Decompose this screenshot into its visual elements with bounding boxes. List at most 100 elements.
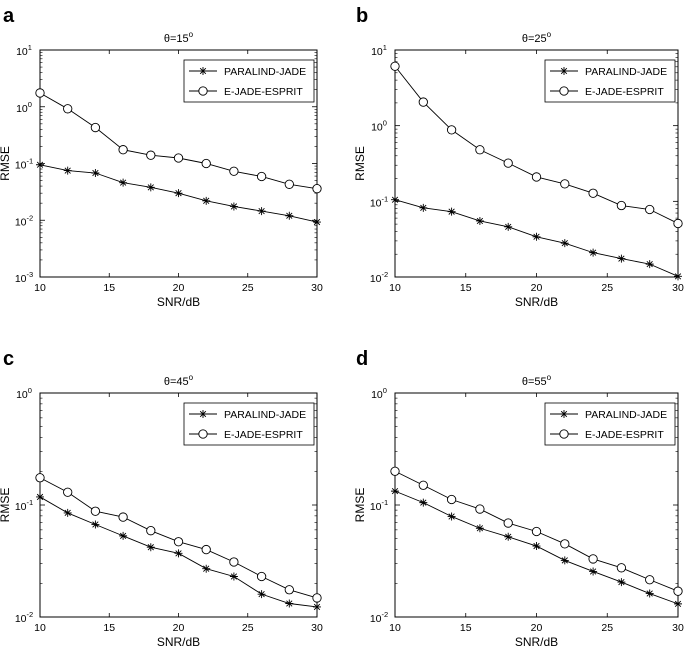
- data-point-c-1-3: [118, 512, 128, 522]
- y-axis-label-d: RMSE: [353, 488, 367, 523]
- legend-label-c-1: E-JADE-ESPRIT: [224, 429, 303, 441]
- data-point-a-0-4: [146, 183, 155, 192]
- data-point-b-0-10: [674, 272, 682, 281]
- data-point-b-1-10: [673, 218, 683, 229]
- data-point-c-0-7: [229, 572, 238, 581]
- y-tick-label-a: 10-2: [15, 213, 33, 228]
- x-tick-label-d-25: 25: [601, 622, 613, 634]
- data-point-c-1-10: [312, 593, 322, 603]
- data-point-a-0-1: [63, 166, 72, 175]
- y-tick-label-c: 100: [16, 386, 32, 401]
- y-tick-label-d: 10-2: [370, 610, 388, 625]
- data-point-c-0-3: [119, 531, 128, 540]
- legend-label-b-1: E-JADE-ESPRIT: [585, 86, 664, 98]
- data-point-c-0-10: [313, 602, 321, 611]
- data-point-d-1-2: [446, 494, 457, 505]
- data-point-c-1-1: [63, 487, 73, 497]
- x-tick-label-c-15: 15: [103, 622, 115, 634]
- legend-marker-a-1: [198, 86, 208, 96]
- data-point-a-0-10: [313, 218, 321, 227]
- legend-marker-c-1: [198, 429, 208, 439]
- panel-letter-d: d: [356, 348, 368, 370]
- data-point-c-0-0: [36, 492, 44, 501]
- data-point-c-0-4: [146, 543, 155, 552]
- panel-c: c θ=45o 10 15 20 25 30 100 10-1 10-2 SNR/dB RMSE PAR…: [0, 348, 323, 649]
- data-point-a-1-10: [312, 184, 322, 194]
- x-tick-label-d-10: 10: [389, 622, 401, 634]
- data-point-c-0-2: [91, 520, 100, 529]
- title-c: θ=45o: [164, 373, 194, 388]
- y-tick-label-b: 101: [371, 43, 387, 58]
- y-tick-label-a: 101: [16, 43, 32, 58]
- data-point-a-1-4: [146, 150, 156, 160]
- panel-letter-b: b: [356, 5, 368, 27]
- data-point-d-1-1: [418, 480, 428, 490]
- y-tick-label-a: 10-3: [15, 270, 33, 285]
- data-point-c-1-5: [173, 537, 184, 547]
- data-point-d-0-3: [475, 524, 484, 533]
- legend-label-b-0: PARALIND-JADE: [585, 66, 667, 78]
- data-point-c-0-1: [63, 508, 72, 517]
- y-tick-label-b: 10-1: [370, 194, 388, 209]
- data-point-a-1-8: [256, 171, 267, 182]
- legend-label-c-0: PARALIND-JADE: [224, 409, 306, 421]
- x-tick-label-d-30: 30: [672, 622, 684, 634]
- data-point-a-0-3: [119, 178, 128, 187]
- x-axis-label-a: SNR/dB: [157, 295, 200, 309]
- data-point-c-0-5: [174, 549, 183, 558]
- y-tick-label-c: 10-2: [15, 610, 33, 625]
- data-point-d-1-4: [503, 518, 513, 528]
- legend-marker-d-1: [559, 429, 569, 439]
- legend-marker-a-0: [199, 67, 207, 75]
- data-point-c-0-8: [257, 590, 266, 599]
- data-point-b-1-9: [645, 204, 655, 215]
- data-point-a-1-1: [63, 104, 73, 114]
- data-point-d-0-5: [532, 542, 541, 551]
- x-tick-label-a-30: 30: [311, 282, 323, 294]
- data-point-a-0-8: [257, 207, 266, 216]
- panel-letter-a: a: [3, 5, 15, 27]
- data-point-d-1-9: [645, 575, 655, 585]
- data-point-b-0-5: [532, 232, 541, 241]
- data-point-c-1-6: [201, 544, 211, 555]
- x-tick-label-c-30: 30: [311, 622, 323, 634]
- data-point-b-0-4: [504, 222, 513, 231]
- data-point-d-0-6: [560, 556, 569, 565]
- data-point-d-0-8: [617, 578, 626, 587]
- data-point-d-0-4: [504, 532, 513, 541]
- data-point-d-1-10: [673, 586, 683, 596]
- title-b: θ=25o: [522, 30, 552, 45]
- legend-marker-b-0: [560, 67, 568, 75]
- legend-label-d-1: E-JADE-ESPRIT: [585, 429, 664, 441]
- data-point-d-1-5: [531, 526, 542, 537]
- data-point-c-1-0: [35, 473, 45, 483]
- data-point-c-0-6: [202, 564, 211, 573]
- data-point-a-1-9: [284, 179, 294, 189]
- data-point-b-0-6: [560, 239, 569, 248]
- x-tick-label-b-15: 15: [460, 282, 472, 294]
- panel-letter-c: c: [3, 348, 14, 370]
- data-point-d-1-7: [588, 554, 598, 564]
- data-point-d-0-0: [391, 487, 399, 496]
- data-point-b-1-0: [390, 61, 400, 71]
- data-point-c-1-2: [90, 506, 101, 516]
- data-point-a-1-6: [201, 158, 211, 169]
- data-point-b-1-5: [531, 172, 542, 182]
- x-axis-label-d: SNR/dB: [515, 635, 558, 649]
- data-point-d-1-6: [560, 539, 570, 549]
- data-point-b-0-0: [391, 195, 399, 204]
- data-point-a-1-3: [118, 145, 128, 155]
- x-axis-label-c: SNR/dB: [157, 635, 200, 649]
- data-point-b-1-8: [616, 200, 627, 211]
- data-point-b-0-9: [645, 260, 654, 269]
- data-point-b-0-7: [589, 248, 598, 257]
- title-d: θ=55o: [522, 373, 552, 388]
- y-tick-label-d: 100: [371, 386, 387, 401]
- legend-b: [544, 59, 676, 103]
- data-point-d-0-10: [674, 599, 682, 608]
- data-point-d-0-2: [447, 512, 456, 521]
- data-point-b-1-2: [446, 125, 457, 135]
- data-point-a-0-2: [91, 169, 100, 178]
- data-point-b-1-1: [418, 97, 428, 107]
- x-tick-label-d-20: 20: [531, 622, 543, 634]
